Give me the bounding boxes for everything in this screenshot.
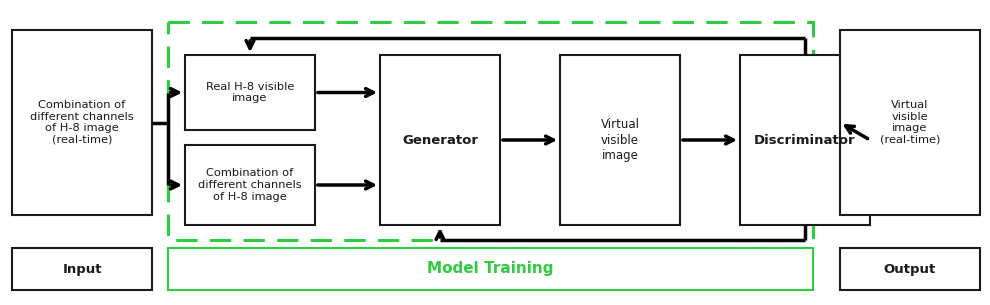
Text: Combination of
different channels
of H-8 image: Combination of different channels of H-8… bbox=[198, 168, 302, 202]
Bar bbox=[380, 55, 500, 225]
Text: Model Training: Model Training bbox=[427, 261, 553, 277]
Text: Generator: Generator bbox=[402, 134, 478, 146]
Text: Output: Output bbox=[884, 263, 937, 275]
Bar bbox=[840, 30, 980, 215]
Bar bbox=[12, 30, 152, 215]
Text: Input: Input bbox=[62, 263, 102, 275]
Bar bbox=[12, 248, 152, 290]
Text: Discriminator: Discriminator bbox=[754, 134, 855, 146]
Text: Virtual
visible
image
(real-time): Virtual visible image (real-time) bbox=[880, 100, 940, 145]
Bar bbox=[185, 145, 315, 225]
Bar bbox=[185, 55, 315, 130]
Bar bbox=[840, 248, 980, 290]
Text: Virtual
visible
image: Virtual visible image bbox=[601, 119, 640, 162]
Text: Real H-8 visible
image: Real H-8 visible image bbox=[206, 82, 294, 103]
Bar bbox=[168, 248, 813, 290]
Text: Combination of
different channels
of H-8 image
(real-time): Combination of different channels of H-8… bbox=[30, 100, 134, 145]
Bar bbox=[560, 55, 680, 225]
Bar bbox=[740, 55, 870, 225]
Bar bbox=[168, 22, 813, 240]
